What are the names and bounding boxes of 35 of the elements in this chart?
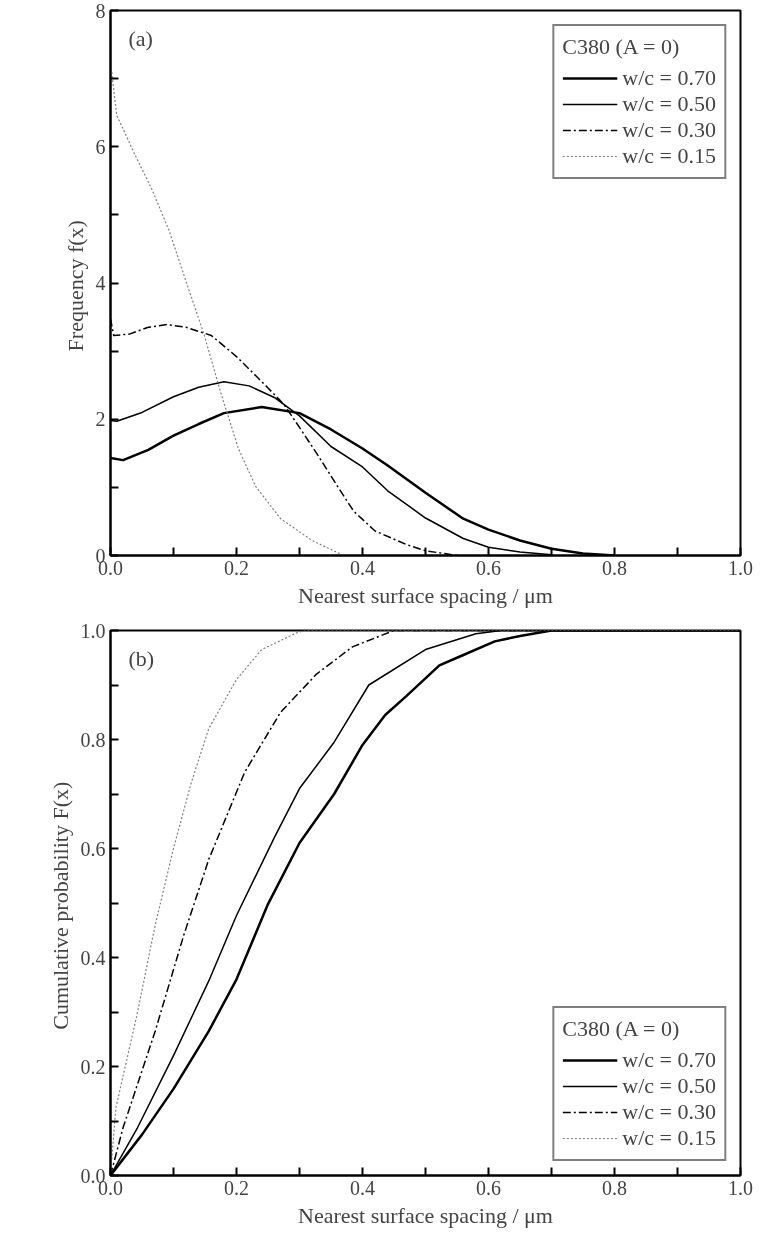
y-tick-label: 0.2 bbox=[80, 1055, 106, 1078]
y-tick-label: 0.4 bbox=[80, 946, 106, 969]
x-tick-label: 0.4 bbox=[350, 556, 375, 579]
x-tick-label: 1.0 bbox=[728, 1176, 753, 1199]
y-tick-label: 4 bbox=[95, 272, 106, 294]
x-axis-title: Nearest surface spacing / μm bbox=[298, 1202, 553, 1228]
y-tick-label: 0.6 bbox=[80, 837, 106, 860]
y-tick-label: 6 bbox=[95, 135, 106, 158]
x-tick-label: 0.2 bbox=[224, 556, 249, 579]
legend-label: w/c = 0.70 bbox=[622, 65, 716, 91]
x-tick-label: 0.6 bbox=[476, 1176, 501, 1199]
y-tick-label: 1.0 bbox=[80, 619, 106, 642]
legend-label: w/c = 0.30 bbox=[622, 117, 716, 143]
legend-label: w/c = 0.50 bbox=[622, 1073, 716, 1099]
legend-title: C380 (A = 0) bbox=[562, 34, 681, 60]
y-axis-title: Frequency f(x) bbox=[62, 220, 88, 352]
legend-label: w/c = 0.50 bbox=[622, 91, 716, 117]
x-axis-title: Nearest surface spacing / μm bbox=[298, 582, 553, 608]
x-tick-label: 0.8 bbox=[602, 1176, 627, 1199]
legend-label: w/c = 0.70 bbox=[622, 1047, 716, 1073]
x-tick-label: 0.4 bbox=[350, 1176, 375, 1199]
legend-label: w/c = 0.30 bbox=[622, 1099, 716, 1125]
legend-label: w/c = 0.15 bbox=[622, 1125, 716, 1151]
x-tick-label: 0.2 bbox=[224, 1176, 249, 1199]
text: (b) bbox=[128, 645, 155, 671]
legend-title: C380 (A = 0) bbox=[562, 1016, 681, 1042]
text: (a) bbox=[128, 25, 153, 51]
y-tick-label: 0.8 bbox=[80, 728, 106, 751]
y-axis-title: Cumulative probability F(x) bbox=[47, 781, 73, 1030]
y-tick-label: 8 bbox=[95, 0, 106, 22]
x-tick-label: 0.6 bbox=[476, 556, 501, 579]
x-tick-label: 0.8 bbox=[602, 556, 627, 579]
x-tick-label: 1.0 bbox=[728, 556, 753, 579]
y-tick-label: 2 bbox=[95, 408, 106, 431]
legend-label: w/c = 0.15 bbox=[622, 143, 716, 169]
